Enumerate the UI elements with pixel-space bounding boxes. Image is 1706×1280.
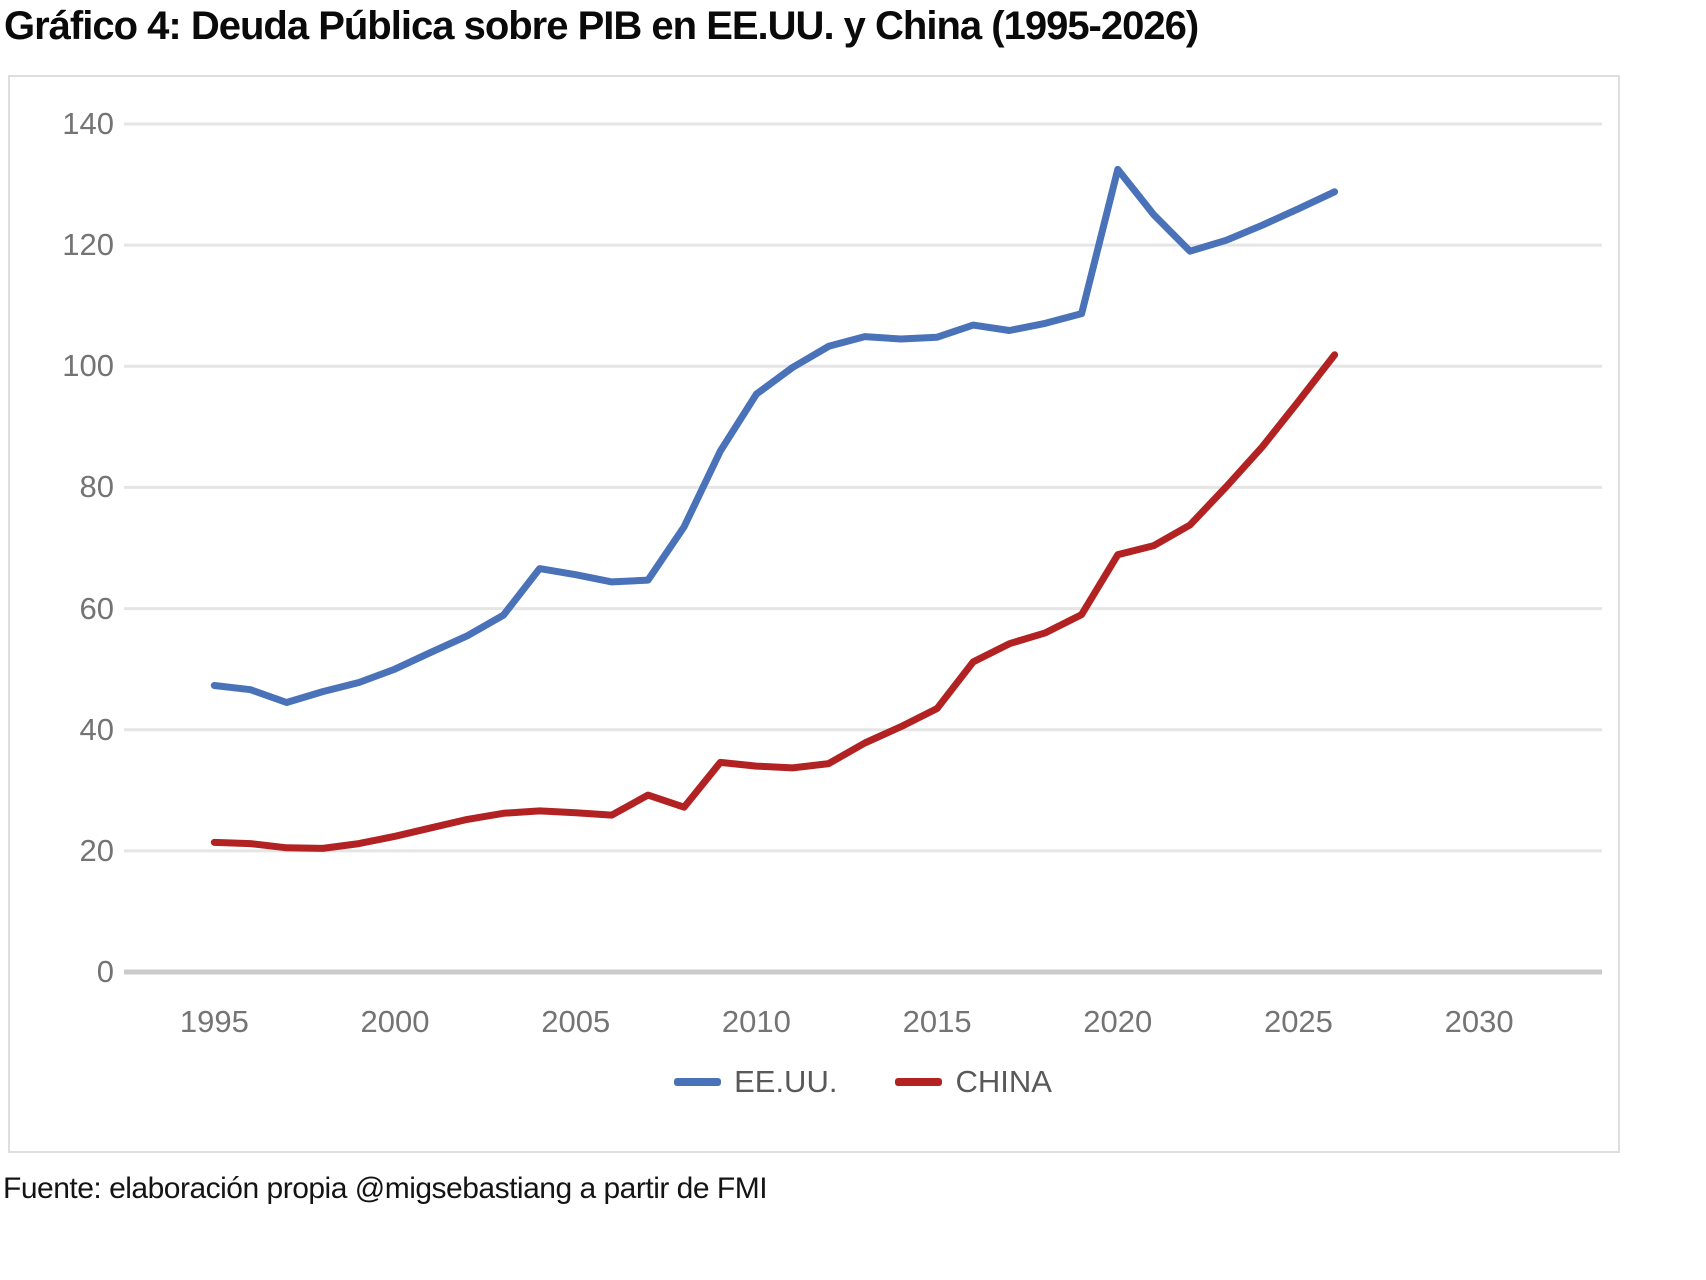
y-tick-label: 120: [62, 227, 114, 263]
chart-container: 0 20 40 60 80 100 120 140 1995 2000 2005 2010 2015 2…: [8, 75, 1620, 1153]
source-note: Fuente: elaboración propia @migsebastian…: [3, 1172, 768, 1205]
x-tick-label: 2015: [902, 1004, 972, 1039]
x-tick-label: 2010: [721, 1004, 791, 1039]
x-tick-label: 1995: [179, 1004, 249, 1039]
y-tick-label: 20: [79, 832, 114, 868]
x-tick-label: 2025: [1263, 1004, 1333, 1039]
x-tick-label: 2030: [1444, 1004, 1514, 1039]
legend-label: CHINA: [955, 1064, 1052, 1099]
legend-item: EE.UU.: [674, 1064, 837, 1100]
y-tick-label: 80: [79, 469, 114, 505]
chart-title: Gráfico 4: Deuda Pública sobre PIB en EE…: [4, 4, 1199, 48]
series-line-eeuu: [210, 165, 1339, 706]
x-tick-label: 2000: [360, 1004, 430, 1039]
chart-legend: EE.UU. CHINA: [124, 1060, 1602, 1104]
series-line-china: [210, 351, 1339, 852]
y-tick-label: 0: [96, 954, 114, 989]
legend-label: EE.UU.: [734, 1064, 838, 1099]
y-tick-label: 140: [62, 106, 114, 141]
y-tick-label: 100: [62, 348, 114, 384]
y-tick-label: 40: [79, 711, 114, 747]
legend-swatch-eeuu: [674, 1078, 722, 1086]
legend-item: CHINA: [895, 1064, 1052, 1100]
legend-swatch-china: [895, 1078, 943, 1086]
y-tick-label: 60: [79, 590, 114, 626]
x-tick-label: 2020: [1083, 1004, 1153, 1039]
x-tick-label: 2005: [541, 1004, 611, 1039]
line-chart-canvas: [124, 122, 1602, 975]
